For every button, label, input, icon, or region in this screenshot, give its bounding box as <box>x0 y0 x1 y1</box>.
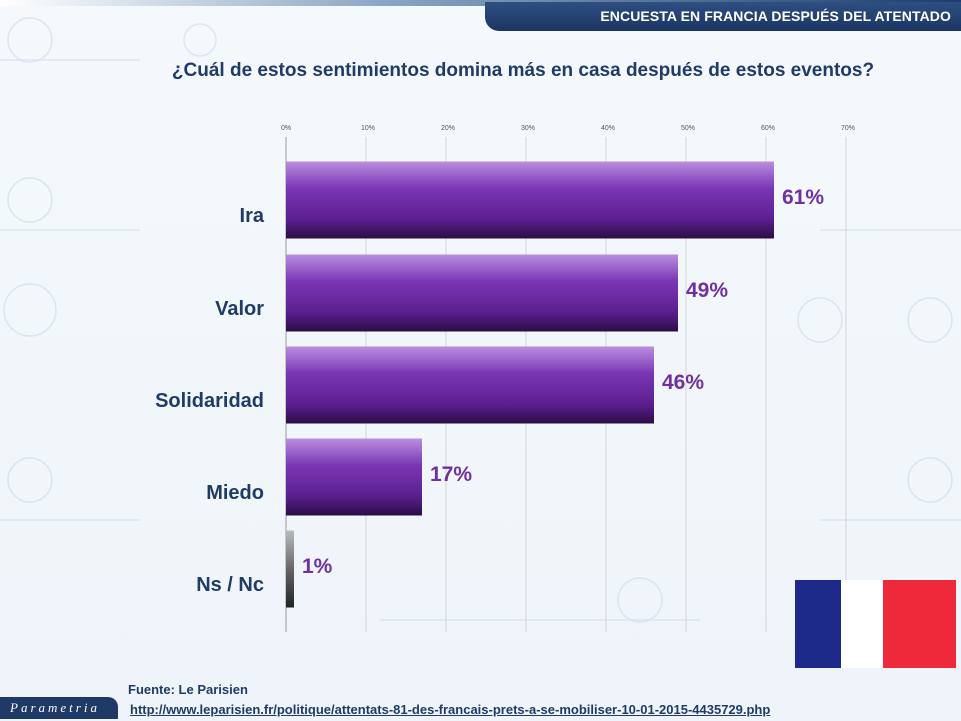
logo-text: Parametria <box>10 700 100 715</box>
category-label: Miedo <box>206 482 264 504</box>
bar-valor <box>286 254 678 332</box>
chart-question: ¿Cuál de estos sentimientos domina más e… <box>171 60 875 81</box>
parametria-logo: Parametria <box>0 697 118 719</box>
x-tick-label: 60% <box>761 125 776 132</box>
category-label: Solidaridad <box>155 390 264 412</box>
category-label: Ns / Nc <box>196 574 264 596</box>
header-title: ENCUESTA EN FRANCIA DESPUÉS DEL ATENTADO <box>600 8 951 24</box>
value-label: 17% <box>430 463 473 486</box>
x-tick-label: 70% <box>841 125 856 132</box>
source-link[interactable]: http://www.leparisien.fr/politique/atten… <box>130 702 771 717</box>
flag-white-stripe <box>841 580 883 668</box>
category-label: Ira <box>239 205 264 227</box>
x-tick-label: 0% <box>281 125 292 132</box>
x-tick-label: 10% <box>361 125 376 132</box>
flag-red-stripe <box>883 580 956 668</box>
source-text: Fuente: Le Parisien <box>128 682 248 697</box>
value-label: 46% <box>662 371 705 394</box>
header-banner: ENCUESTA EN FRANCIA DESPUÉS DEL ATENTADO <box>485 2 961 31</box>
value-label: 1% <box>302 555 333 578</box>
x-tick-label: 50% <box>681 125 696 132</box>
bar-ns-nc <box>286 530 294 608</box>
x-tick-label: 30% <box>521 125 536 132</box>
value-label: 49% <box>686 279 729 302</box>
bar-solidaridad <box>286 346 654 424</box>
category-label: Valor <box>215 298 264 320</box>
top-bar <box>0 0 961 6</box>
value-label: 61% <box>782 186 825 209</box>
x-tick-label: 40% <box>601 125 616 132</box>
x-tick-label: 20% <box>441 125 456 132</box>
bar-miedo <box>286 438 422 516</box>
france-flag <box>795 580 956 668</box>
bar-ira <box>286 161 774 239</box>
flag-blue-stripe <box>795 580 841 668</box>
